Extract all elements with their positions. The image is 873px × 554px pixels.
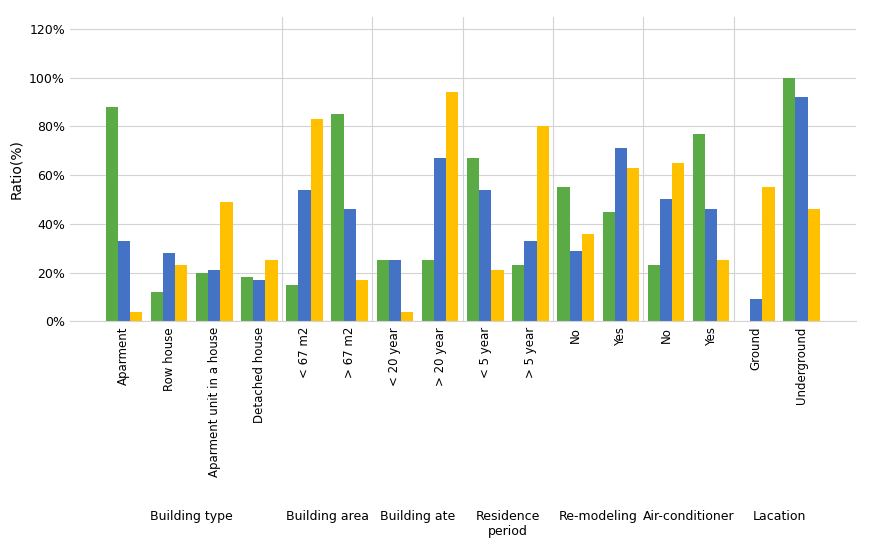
Bar <box>660 199 672 321</box>
Bar <box>602 212 615 321</box>
Bar <box>615 148 627 321</box>
Bar <box>376 260 388 321</box>
Bar <box>220 202 232 321</box>
Bar <box>705 209 718 321</box>
Bar <box>808 209 820 321</box>
Text: Lacation: Lacation <box>753 510 806 523</box>
Bar <box>118 241 130 321</box>
Bar <box>557 187 569 321</box>
Bar <box>569 250 581 321</box>
Bar <box>130 311 142 321</box>
Bar <box>151 292 163 321</box>
Bar <box>783 78 795 321</box>
Bar <box>332 114 344 321</box>
Bar <box>175 265 188 321</box>
Bar <box>512 265 525 321</box>
Bar <box>163 253 175 321</box>
Bar <box>311 119 323 321</box>
Bar <box>401 311 413 321</box>
Bar <box>208 270 220 321</box>
Bar <box>422 260 434 321</box>
Bar <box>467 158 479 321</box>
Bar <box>286 285 299 321</box>
Bar <box>762 187 774 321</box>
Bar <box>446 92 458 321</box>
Text: Building type: Building type <box>150 510 233 523</box>
Bar <box>581 234 594 321</box>
Bar <box>196 273 208 321</box>
Text: Air-conditioner: Air-conditioner <box>643 510 734 523</box>
Bar <box>106 107 118 321</box>
Text: Residence
period: Residence period <box>476 510 540 538</box>
Bar <box>648 265 660 321</box>
Bar <box>672 163 684 321</box>
Bar <box>750 299 762 321</box>
Text: Building area: Building area <box>285 510 368 523</box>
Bar <box>253 280 265 321</box>
Y-axis label: Ratio(%): Ratio(%) <box>10 139 24 199</box>
Bar <box>537 126 549 321</box>
Bar <box>299 189 311 321</box>
Bar <box>525 241 537 321</box>
Bar <box>434 158 446 321</box>
Bar <box>718 260 730 321</box>
Text: Building ate: Building ate <box>380 510 455 523</box>
Bar <box>479 189 491 321</box>
Bar <box>344 209 356 321</box>
Bar <box>388 260 401 321</box>
Bar <box>693 134 705 321</box>
Bar <box>491 270 504 321</box>
Bar <box>795 97 808 321</box>
Text: Re-modeling: Re-modeling <box>559 510 637 523</box>
Bar <box>265 260 278 321</box>
Bar <box>241 278 253 321</box>
Bar <box>356 280 368 321</box>
Bar <box>627 168 639 321</box>
